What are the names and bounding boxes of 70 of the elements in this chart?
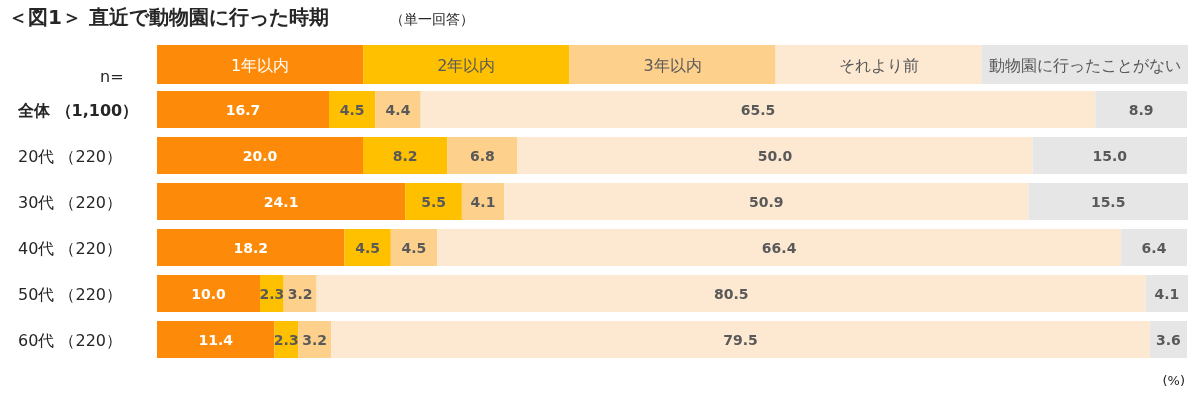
bar bbox=[517, 137, 1033, 174]
data-label: 15.5 bbox=[1090, 193, 1126, 210]
data-label: 50.9 bbox=[748, 193, 784, 210]
chart-title: ＜図1＞ 直近で動物園に行った時期 bbox=[8, 5, 329, 29]
bar bbox=[344, 229, 391, 266]
chart-subtitle: （単一回答） bbox=[390, 11, 474, 27]
bar bbox=[1028, 183, 1188, 220]
text: 2年以内 bbox=[437, 56, 496, 75]
data-label: 3.2 bbox=[302, 331, 327, 348]
bar bbox=[375, 91, 421, 128]
data-label: 10.0 bbox=[191, 285, 227, 302]
bar bbox=[504, 183, 1029, 220]
bar bbox=[420, 91, 1096, 128]
data-label: 4.1 bbox=[1154, 285, 1180, 302]
series-label: 1年以内 bbox=[231, 56, 290, 75]
bar bbox=[1121, 229, 1187, 266]
bar bbox=[157, 275, 260, 312]
data-label: 6.4 bbox=[1141, 239, 1167, 256]
bar bbox=[1032, 137, 1187, 174]
data-label: 4.5 bbox=[355, 239, 381, 256]
bar bbox=[1145, 275, 1188, 312]
bar bbox=[157, 229, 345, 266]
bar bbox=[157, 91, 330, 128]
data-label: 3.2 bbox=[287, 285, 313, 302]
text: n= bbox=[100, 67, 124, 86]
y-tick-label: 30代 （220） bbox=[18, 192, 122, 212]
data-label: 6.8 bbox=[470, 147, 495, 164]
bar bbox=[447, 137, 518, 174]
data-label: 50.0 bbox=[757, 147, 793, 164]
bar bbox=[405, 183, 462, 220]
data-label: 24.1 bbox=[263, 193, 299, 210]
bar bbox=[390, 229, 438, 266]
data-label: 2.3 bbox=[273, 331, 299, 348]
series-label: それより前 bbox=[838, 56, 919, 75]
bar bbox=[329, 91, 376, 128]
data-label: 4.5 bbox=[401, 239, 427, 256]
bar bbox=[157, 321, 275, 358]
text: (%) bbox=[1162, 373, 1185, 388]
data-label: 8.2 bbox=[392, 147, 418, 164]
bar bbox=[362, 137, 448, 174]
bar bbox=[331, 321, 1150, 358]
data-label: 18.2 bbox=[233, 239, 268, 256]
bar bbox=[157, 137, 363, 174]
data-label: 15.0 bbox=[1092, 147, 1128, 164]
y-tick-label: 60代 （220） bbox=[18, 330, 122, 350]
data-label: 4.1 bbox=[470, 193, 496, 210]
data-label: 65.5 bbox=[740, 101, 776, 118]
text: 3年以内 bbox=[643, 56, 702, 75]
data-label: 20.0 bbox=[242, 147, 278, 164]
data-label: 79.5 bbox=[723, 331, 758, 348]
bar bbox=[316, 275, 1146, 312]
data-label: 4.5 bbox=[339, 101, 365, 118]
data-label: 5.5 bbox=[421, 193, 446, 210]
y-tick-label: 50代 （220） bbox=[18, 284, 122, 304]
data-label: 11.4 bbox=[198, 331, 234, 348]
y-tick-label: 40代 （220） bbox=[18, 238, 122, 258]
data-label: 8.9 bbox=[1128, 101, 1154, 118]
data-label: 4.4 bbox=[385, 101, 411, 118]
bar bbox=[461, 183, 505, 220]
y-tick-label: 20代 （220） bbox=[18, 146, 122, 166]
bar bbox=[157, 183, 406, 220]
series-label: 動物園に行ったことがない bbox=[988, 56, 1181, 75]
data-label: 2.3 bbox=[259, 285, 285, 302]
y-tick-label: 全体 （1,100） bbox=[17, 100, 139, 120]
data-label: 3.6 bbox=[1156, 331, 1181, 348]
bar bbox=[437, 229, 1122, 266]
bar bbox=[1095, 91, 1187, 128]
data-label: 66.4 bbox=[761, 239, 797, 256]
data-label: 80.5 bbox=[713, 285, 749, 302]
data-label: 16.7 bbox=[225, 101, 261, 118]
